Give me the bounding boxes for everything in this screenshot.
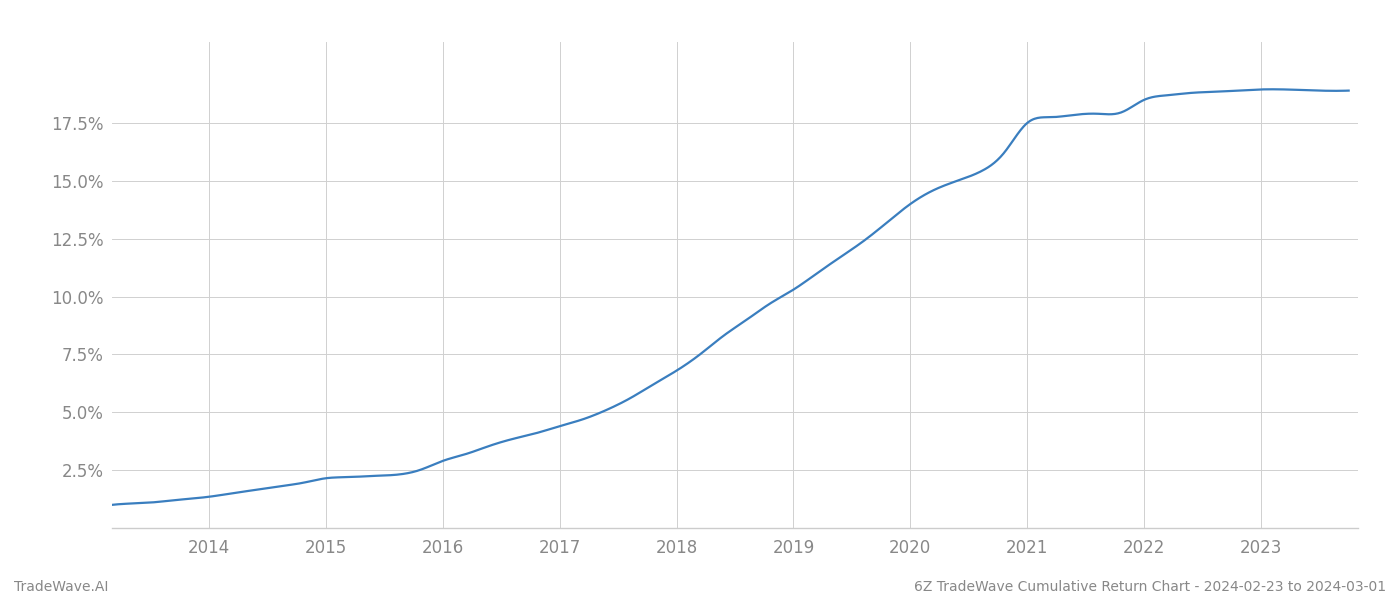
Text: 6Z TradeWave Cumulative Return Chart - 2024-02-23 to 2024-03-01: 6Z TradeWave Cumulative Return Chart - 2… — [914, 580, 1386, 594]
Text: TradeWave.AI: TradeWave.AI — [14, 580, 108, 594]
